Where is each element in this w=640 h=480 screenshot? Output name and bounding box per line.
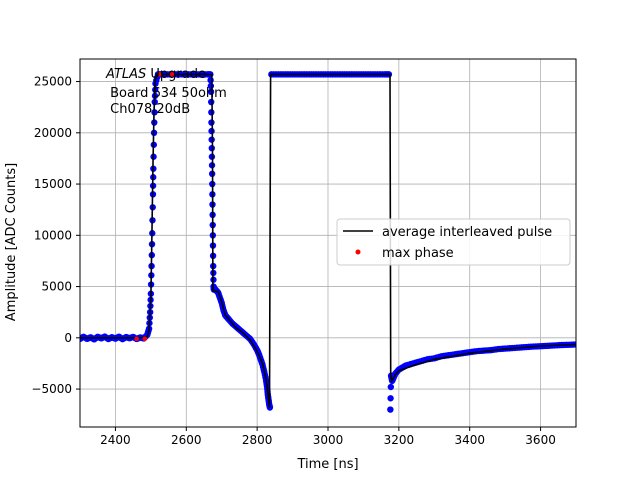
legend-label-average: average interleaved pulse [382, 225, 552, 240]
x-tick-label: 2400 [100, 433, 131, 447]
x-tick-label: 2600 [171, 433, 202, 447]
data-point [207, 76, 214, 84]
y-tick-label: 5000 [41, 280, 72, 294]
plot-area [80, 71, 576, 413]
max-phase-point [169, 72, 175, 77]
y-tick-label: 15000 [34, 177, 72, 191]
legend-box [336, 218, 571, 266]
max-phase-point [157, 72, 163, 77]
x-axis-label: Time [ns] [296, 457, 358, 472]
x-tick-label: 3400 [454, 433, 485, 447]
max-phase-point [142, 336, 148, 342]
legend-marker-swatch [355, 249, 361, 255]
y-tick-label: 25000 [34, 75, 72, 89]
y-tick-label: 20000 [34, 126, 72, 140]
annotation-board: Board 634 50ohm [106, 86, 227, 101]
axes: 2400 2600 2800 3000 3200 3400 3600 −5000 0 5000 10… [31, 58, 577, 447]
y-axis-label: Amplitude [ADC Counts] [4, 163, 19, 321]
x-tick-label: 3600 [525, 433, 556, 447]
max-phase-point [134, 336, 139, 342]
data-point [387, 406, 394, 413]
annotation-atlas-upgrade: ATLAS Upgrade [105, 67, 206, 82]
y-tick-label: 10000 [34, 228, 72, 242]
x-tick-label: 3000 [313, 433, 344, 447]
series-line-average-pulse [80, 73, 576, 408]
x-tick-label: 2800 [242, 433, 273, 447]
data-point [387, 383, 395, 391]
annotation-channel: Ch078 20dB [106, 102, 190, 117]
x-tick-label: 3200 [384, 433, 415, 447]
data-point [387, 395, 394, 402]
y-tick-label: −5000 [31, 382, 72, 396]
annotation-upgrade: Upgrade [146, 67, 206, 82]
legend-label-max-phase: max phase [382, 246, 454, 261]
series-group [80, 71, 576, 413]
annotation-atlas: ATLAS [105, 67, 146, 82]
legend: average interleaved pulse max phase [336, 218, 571, 266]
y-tick-label: 0 [64, 331, 72, 345]
